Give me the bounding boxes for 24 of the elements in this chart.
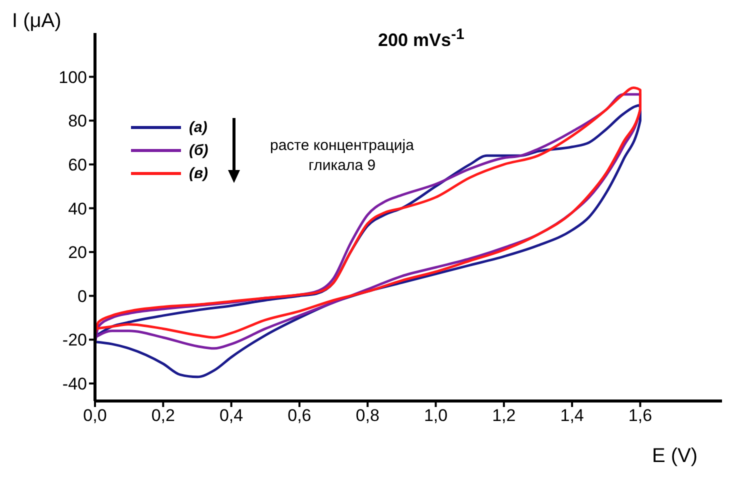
legend-label: (а) [189,119,208,136]
legend-label: (б) [189,142,208,159]
x-tick-label: 0,4 [219,406,244,426]
x-tick-label: 1,0 [424,406,448,426]
y-tick-label: 100 [58,68,87,87]
x-tick-label: 1,2 [492,406,516,426]
chart-title: 200 mVs$^{-1}$ [378,26,464,51]
x-axis-title: E (V) [652,445,698,468]
legend-label: (в) [189,165,208,182]
y-axis-title: I (μA) [12,10,62,33]
x-tick-label: 0,0 [83,406,107,426]
y-tick-label: 20 [68,243,87,262]
x-tick-label: 0,8 [356,406,380,426]
x-tick-label: 0,2 [151,406,175,426]
y-tick-label: -20 [62,330,87,350]
annotation: расте концентрација гликала 9 [268,136,415,176]
y-tick-label: -40 [62,374,87,394]
x-tick-label: 1,4 [560,406,584,426]
y-tick-label: 40 [68,199,87,218]
y-tick-label: 0 [78,286,87,306]
y-tick-label: 80 [68,112,87,131]
y-tick-label: 60 [68,155,87,174]
x-tick-label: 0,6 [288,406,312,426]
x-tick-label: 1,6 [628,406,652,426]
